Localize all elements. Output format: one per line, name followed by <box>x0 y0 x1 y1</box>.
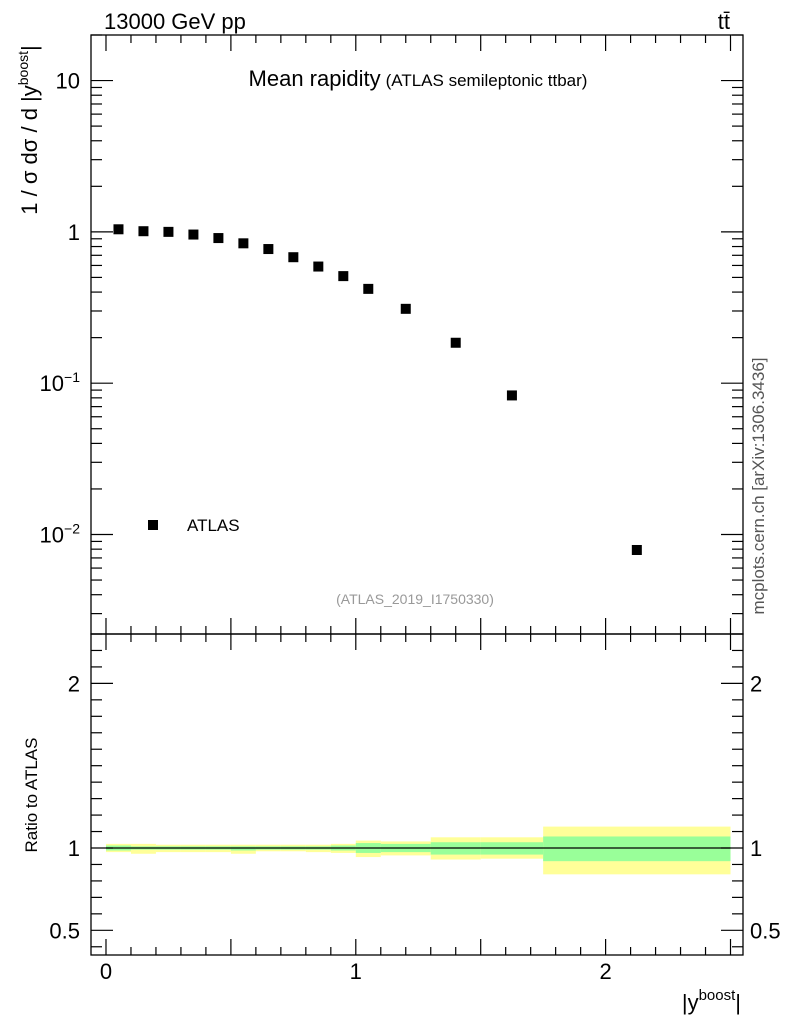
ratio-plot-frame <box>90 633 744 956</box>
ratio-y-tick-label: 2 <box>68 671 80 696</box>
inner-uncertainty-band <box>543 836 731 862</box>
data-point-marker <box>338 271 349 282</box>
data-point-marker <box>400 303 411 314</box>
x-tick-label: 2 <box>599 959 611 984</box>
main-y-tick-label: 10−2 <box>40 520 81 547</box>
legend-label: ATLAS <box>187 516 240 535</box>
data-point-marker <box>213 233 224 244</box>
data-point-marker <box>288 252 299 263</box>
main-y-axis-label: 1 / σ dσ / d |yboost| <box>15 45 42 214</box>
ratio-y-tick-label: 0.5 <box>49 918 80 943</box>
data-point-marker <box>113 224 124 235</box>
data-point-marker <box>263 244 274 255</box>
x-tick-label: 0 <box>100 959 112 984</box>
data-point-marker <box>363 283 374 294</box>
data-point-marker <box>238 238 249 249</box>
data-point-marker <box>631 544 642 555</box>
ratio-y-tick-label-right: 1 <box>750 836 762 861</box>
data-point-marker <box>163 226 174 237</box>
ratio-y-axis-label: Ratio to ATLAS <box>22 738 41 853</box>
analysis-id-annotation: (ATLAS_2019_I1750330) <box>336 591 494 607</box>
source-credit: mcplots.cern.ch [arXiv:1306.3436] <box>749 357 768 614</box>
process-label: tt̄ <box>718 9 730 34</box>
data-point-marker <box>313 261 324 272</box>
data-point-marker <box>188 229 199 240</box>
legend: ATLAS <box>148 516 240 535</box>
ratio-y-tick-label-right: 2 <box>750 671 762 696</box>
data-point-marker <box>138 226 149 237</box>
main-y-tick-label: 1 <box>68 220 80 245</box>
main-y-tick-label: 10 <box>56 69 80 94</box>
x-axis-label: |yboost| <box>682 987 741 1015</box>
energy-label: 13000 GeV pp <box>104 9 246 34</box>
main-y-tick-label: 10−1 <box>40 369 81 396</box>
data-point-marker <box>450 337 461 348</box>
legend-marker <box>148 520 158 530</box>
data-point-marker <box>506 390 517 401</box>
x-tick-label: 1 <box>350 959 362 984</box>
chart-title: Mean rapidity (ATLAS semileptonic ttbar) <box>249 66 588 91</box>
ratio-y-tick-label-right: 0.5 <box>750 918 781 943</box>
ratio-y-tick-label: 1 <box>68 836 80 861</box>
